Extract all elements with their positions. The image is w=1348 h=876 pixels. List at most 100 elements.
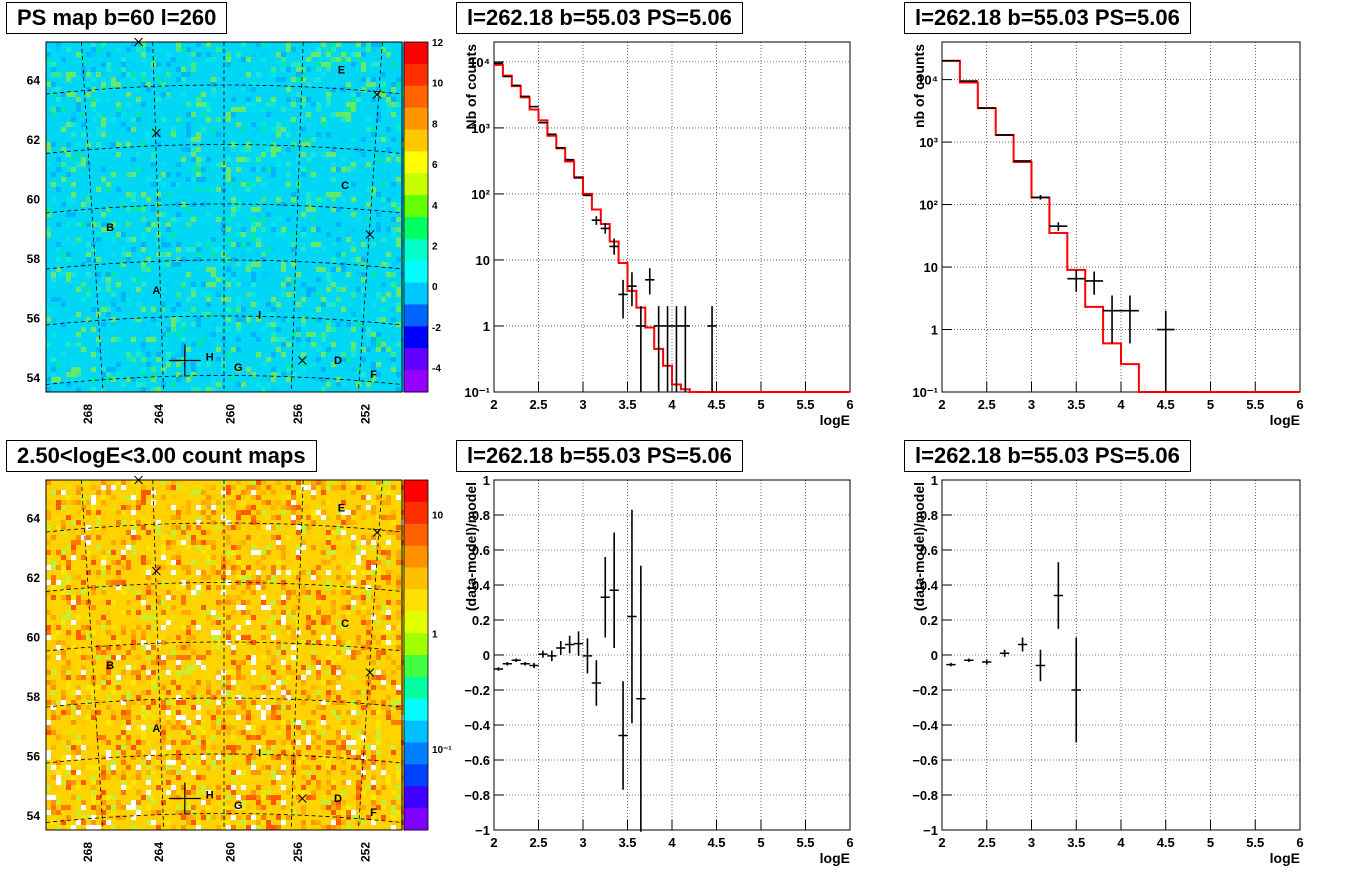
map-pixel xyxy=(281,187,286,192)
map-pixel xyxy=(266,362,271,367)
map-pixel xyxy=(296,347,301,352)
map-pixel xyxy=(266,162,271,167)
map-pixel xyxy=(256,52,261,57)
map-pixel xyxy=(151,187,156,192)
map-pixel xyxy=(136,242,141,247)
map-pixel xyxy=(196,322,201,327)
map-pixel xyxy=(51,327,56,332)
map-pixel xyxy=(311,287,316,292)
map-pixel xyxy=(331,122,336,127)
map-pixel xyxy=(151,157,156,162)
map-pixel xyxy=(251,167,256,172)
map-pixel xyxy=(216,57,221,62)
map-pixel xyxy=(131,297,136,302)
map-pixel xyxy=(331,92,336,97)
map-pixel xyxy=(46,132,51,137)
map-pixel xyxy=(161,102,166,107)
map-pixel xyxy=(106,372,111,377)
map-pixel xyxy=(86,167,91,172)
map-pixel xyxy=(251,357,256,362)
map-pixel xyxy=(266,82,271,87)
map-pixel xyxy=(341,107,346,112)
map-pixel xyxy=(321,127,326,132)
map-pixel xyxy=(396,367,401,372)
map-pixel xyxy=(346,197,351,202)
map-pixel xyxy=(116,332,121,337)
map-pixel xyxy=(291,72,296,77)
map-pixel xyxy=(131,187,136,192)
map-pixel xyxy=(161,172,166,177)
map-pixel xyxy=(186,72,191,77)
map-pixel xyxy=(211,302,216,307)
map-pixel xyxy=(231,282,236,287)
map-pixel xyxy=(241,182,246,187)
map-pixel xyxy=(226,202,231,207)
map-pixel xyxy=(71,87,76,92)
map-pixel xyxy=(261,212,266,217)
map-pixel xyxy=(241,152,246,157)
map-pixel xyxy=(356,292,361,297)
map-pixel xyxy=(111,222,116,227)
map-pixel xyxy=(331,77,336,82)
map-pixel xyxy=(141,292,146,297)
map-pixel xyxy=(356,107,361,112)
map-pixel xyxy=(61,377,66,382)
map-pixel xyxy=(111,337,116,342)
map-pixel xyxy=(146,42,151,47)
map-pixel xyxy=(381,232,386,237)
map-pixel xyxy=(391,77,396,82)
map-pixel xyxy=(326,57,331,62)
map-pixel xyxy=(331,152,336,157)
map-pixel xyxy=(396,237,401,242)
map-pixel xyxy=(71,297,76,302)
map-pixel xyxy=(66,272,71,277)
map-pixel xyxy=(171,77,176,82)
map-pixel xyxy=(361,192,366,197)
map-pixel xyxy=(356,97,361,102)
map-pixel xyxy=(241,172,246,177)
map-pixel xyxy=(61,332,66,337)
map-pixel xyxy=(151,102,156,107)
map-pixel xyxy=(316,322,321,327)
map-pixel xyxy=(391,377,396,382)
map-pixel xyxy=(251,57,256,62)
map-pixel xyxy=(236,382,241,387)
map-pixel xyxy=(96,372,101,377)
map-pixel xyxy=(321,152,326,157)
map-pixel xyxy=(251,172,256,177)
map-pixel xyxy=(206,57,211,62)
map-pixel xyxy=(221,272,226,277)
map-pixel xyxy=(111,257,116,262)
map-pixel xyxy=(141,317,146,322)
map-pixel xyxy=(401,382,406,387)
map-pixel xyxy=(261,337,266,342)
map-pixel xyxy=(56,237,61,242)
map-pixel xyxy=(231,67,236,72)
map-pixel xyxy=(251,302,256,307)
map-pixel xyxy=(321,202,326,207)
map-pixel xyxy=(381,152,386,157)
map-pixel xyxy=(131,252,136,257)
map-pixel xyxy=(296,127,301,132)
map-pixel xyxy=(266,377,271,382)
map-pixel xyxy=(366,322,371,327)
map-pixel xyxy=(66,247,71,252)
map-pixel xyxy=(56,152,61,157)
map-pixel xyxy=(221,62,226,67)
map-pixel xyxy=(371,197,376,202)
map-pixel xyxy=(226,242,231,247)
map-pixel xyxy=(221,322,226,327)
map-pixel xyxy=(271,212,276,217)
map-pixel xyxy=(236,367,241,372)
map-pixel xyxy=(206,322,211,327)
map-pixel xyxy=(201,362,206,367)
map-pixel xyxy=(341,77,346,82)
map-pixel xyxy=(381,162,386,167)
map-pixel xyxy=(386,162,391,167)
map-pixel xyxy=(206,207,211,212)
map-pixel xyxy=(326,352,331,357)
map-pixel xyxy=(381,372,386,377)
map-pixel xyxy=(56,232,61,237)
map-pixel xyxy=(56,367,61,372)
map-pixel xyxy=(211,272,216,277)
